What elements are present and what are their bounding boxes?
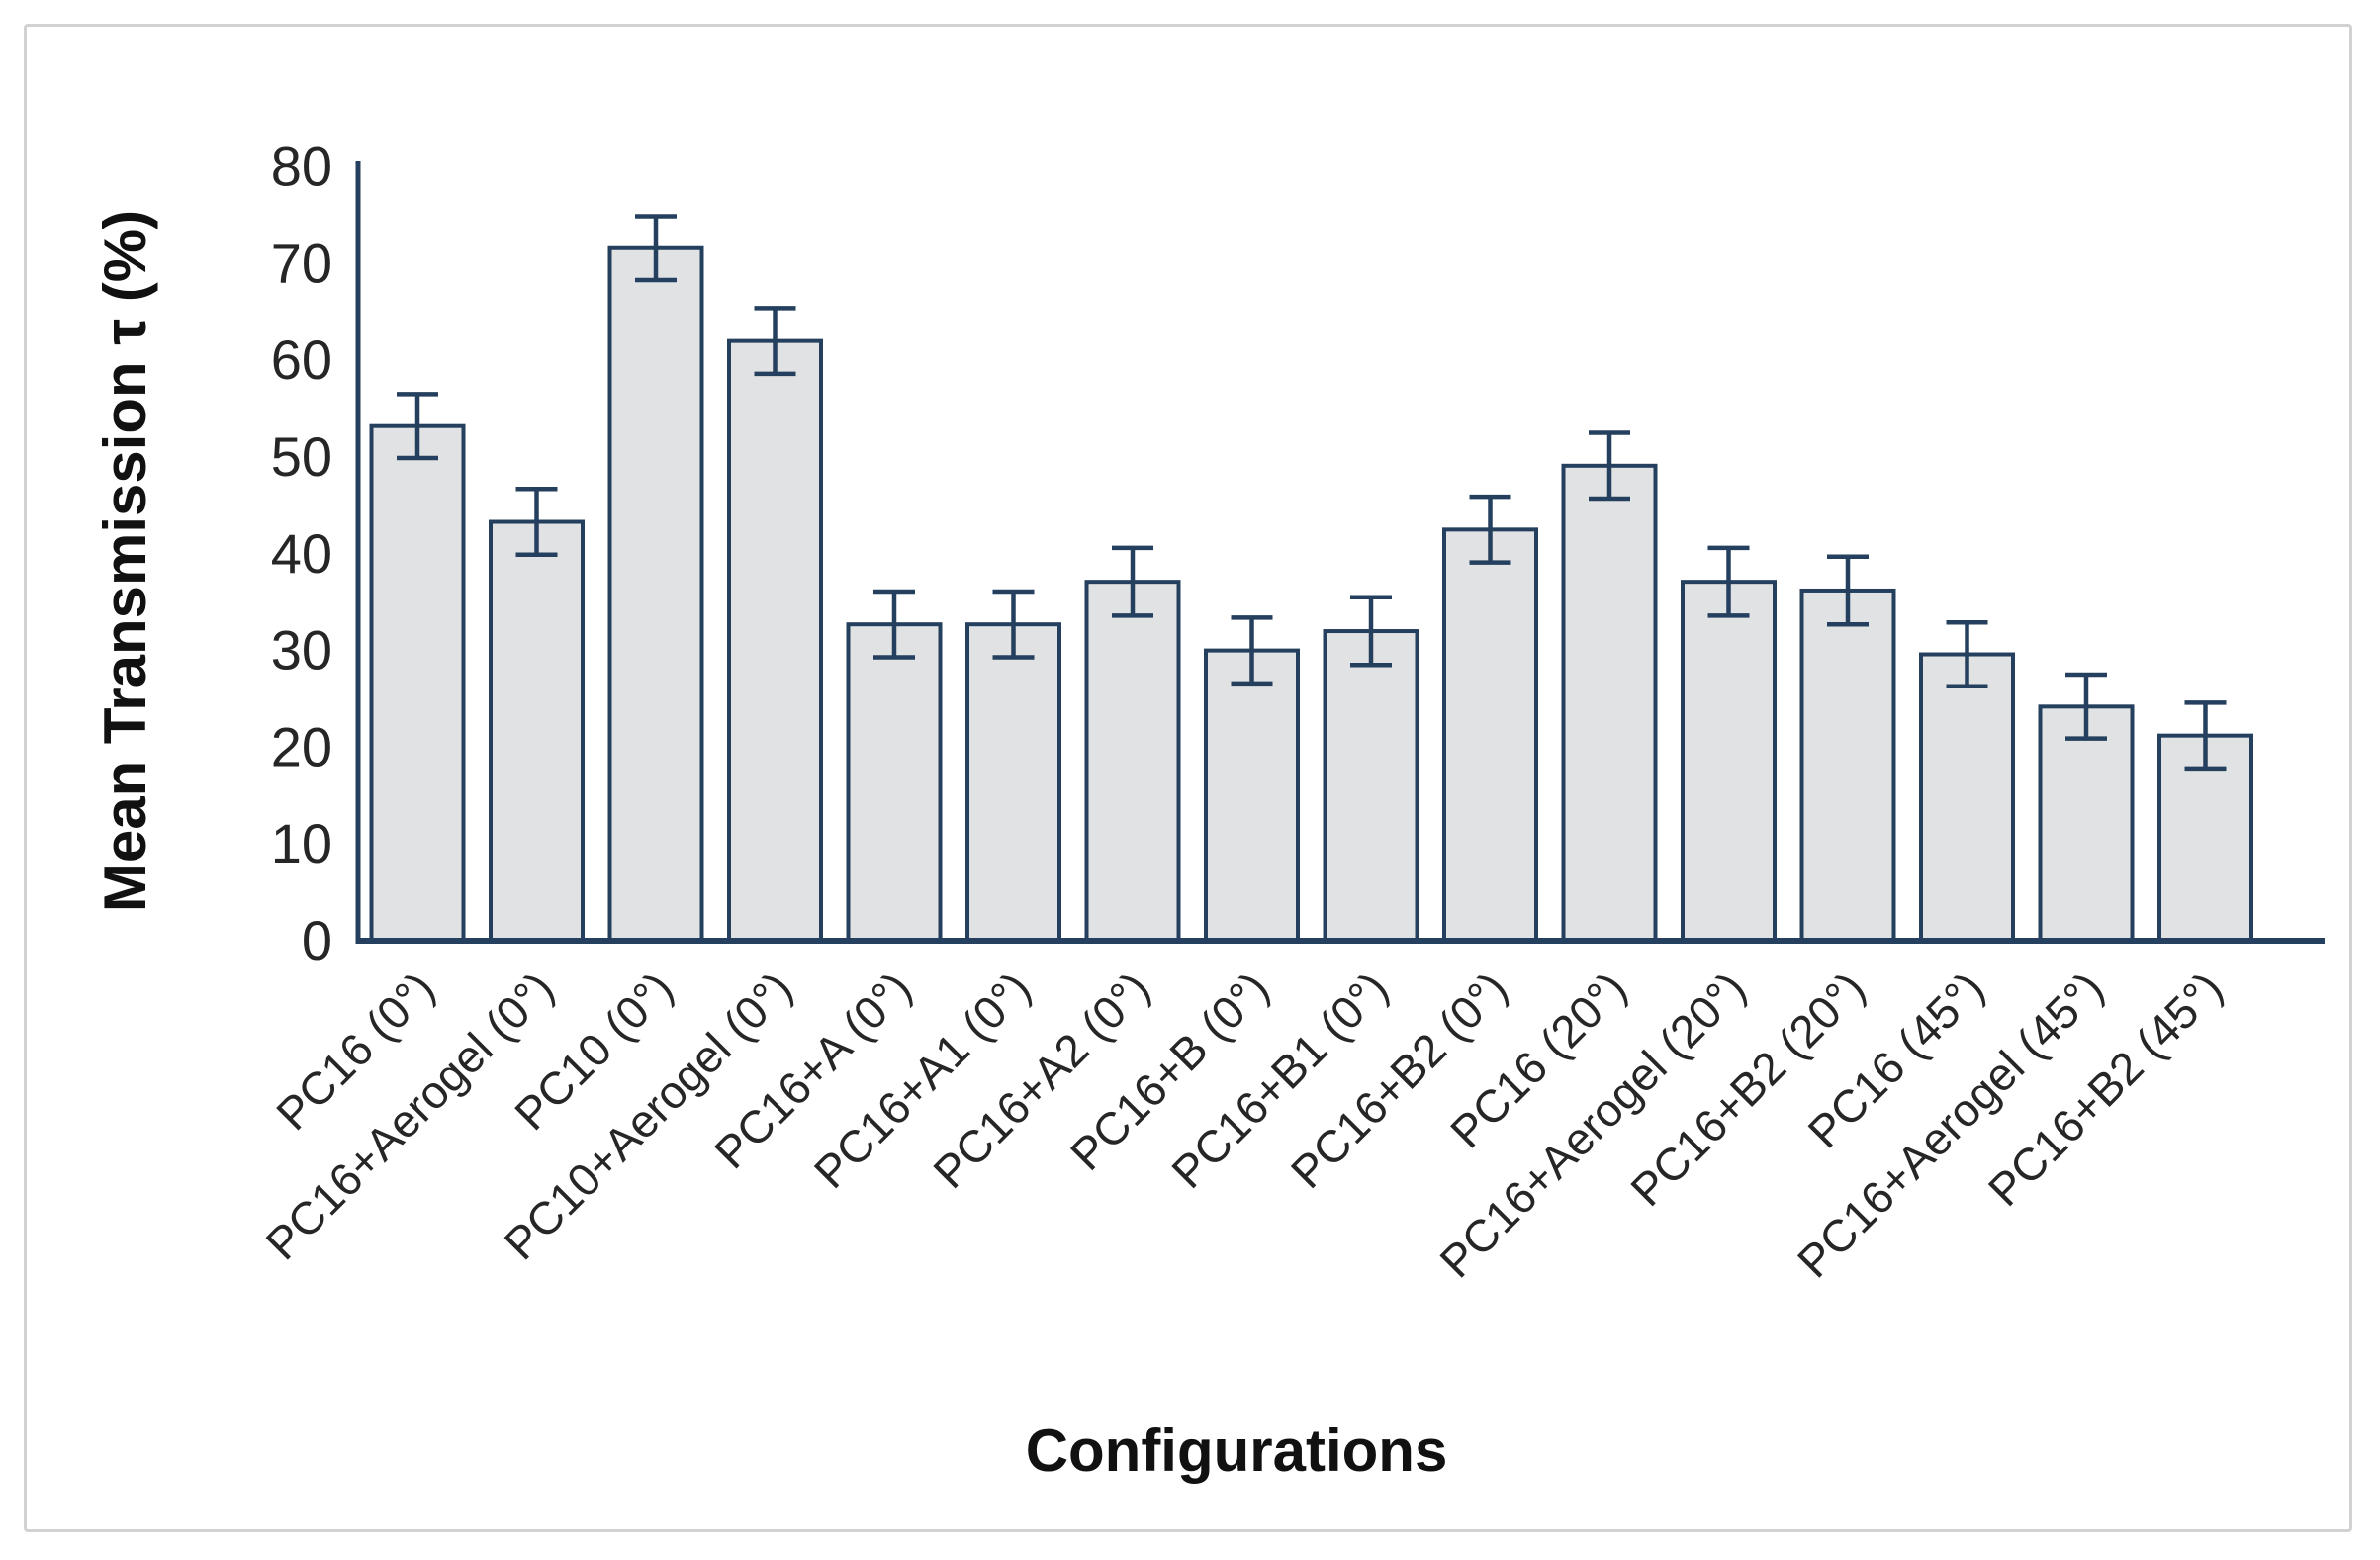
y-tick-label: 60 [271,328,332,391]
bar [1561,463,1658,942]
y-axis-title: Mean Transmission τ (%) [92,209,158,913]
bar [1323,629,1419,942]
y-tick-label: 20 [271,715,332,778]
bar [846,622,943,942]
bar [2038,704,2135,942]
bar [1442,527,1538,942]
y-tick-label: 70 [271,231,332,294]
bar [607,245,704,942]
bar [489,519,585,942]
y-tick-label: 50 [271,425,332,488]
bar [965,622,1061,942]
y-tick-label: 80 [271,136,332,198]
bar [1919,652,2015,943]
bar [1799,588,1896,942]
y-tick-label: 40 [271,522,332,585]
y-tick-label: 10 [271,812,332,874]
bar [1084,580,1181,942]
bar [727,338,823,942]
x-axis-title: Configurations [1025,1418,1448,1484]
y-tick-label: 30 [271,619,332,682]
bar [1204,648,1300,942]
bar [1681,580,1777,942]
y-tick-label: 0 [302,909,332,971]
bar [369,423,466,943]
